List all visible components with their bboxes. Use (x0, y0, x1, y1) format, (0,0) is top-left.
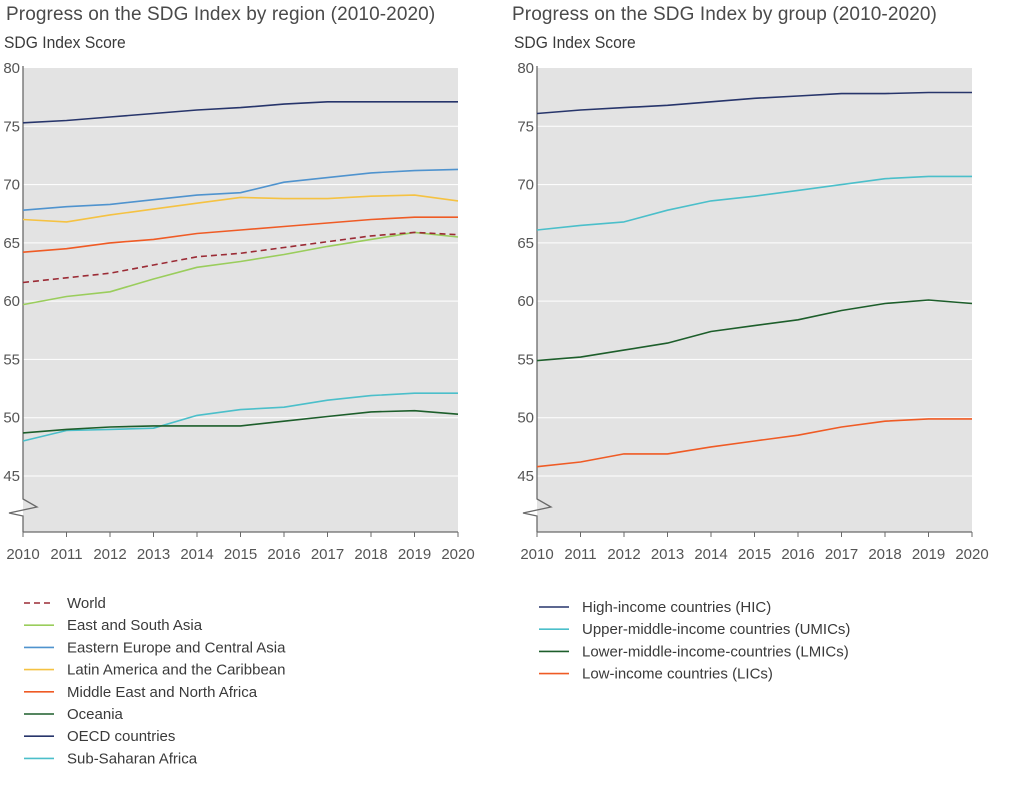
right-y-tick-label-60: 60 (517, 293, 534, 310)
left-series-line-latin-america-and-the-caribbean (22, 194, 459, 223)
right-series-line-low-income-countries-lics (536, 418, 972, 468)
left-series-line-east-and-south-asia (22, 231, 459, 306)
left-series-line-middle-east-and-north-africa (22, 216, 458, 253)
left-x-tick-label-2019: 2019 (398, 546, 431, 563)
left-legend-label-world: World (67, 595, 106, 612)
left-legend-label-middle-east-and-north-africa: Middle East and North Africa (67, 684, 258, 701)
right-plot-background (537, 68, 972, 532)
left-legend-label-eastern-europe-and-central-asia: Eastern Europe and Central Asia (67, 639, 286, 656)
left-chart-title: Progress on the SDG Index by region (201… (6, 4, 436, 25)
left-legend-label-oecd-countries: OECD countries (67, 728, 175, 745)
left-x-tick-label-2016: 2016 (267, 546, 300, 563)
right-series-line-upper-middle-income-countries-umics (536, 175, 972, 231)
left-x-tick-label-2018: 2018 (354, 546, 387, 563)
right-x-tick-label-2014: 2014 (694, 546, 727, 563)
right-x-tick-label-2020: 2020 (955, 546, 988, 563)
left-chart-y-axis-label: SDG Index Score (4, 33, 126, 52)
right-y-tick-label-50: 50 (517, 410, 534, 427)
left-series-line-eastern-europe-and-central-asia (22, 168, 459, 211)
right-x-tick-label-2016: 2016 (781, 546, 814, 563)
right-y-tick-label-55: 55 (517, 351, 534, 368)
right-x-tick-label-2013: 2013 (651, 546, 684, 563)
right-x-tick-label-2017: 2017 (825, 546, 858, 563)
right-x-tick-label-2012: 2012 (607, 546, 640, 563)
left-plot-background (23, 68, 458, 532)
right-series-line-lower-middle-income-countries-lmics (536, 299, 973, 362)
right-legend-label-lower-middle-income-countries-lmics: Lower-middle-income-countries (LMICs) (582, 643, 849, 660)
left-legend-label-oceania: Oceania (67, 706, 124, 723)
right-y-tick-label-75: 75 (517, 118, 534, 135)
right-y-tick-label-80: 80 (517, 60, 534, 77)
left-legend-label-latin-america-and-the-caribbean: Latin America and the Caribbean (67, 662, 285, 679)
left-x-tick-label-2012: 2012 (93, 546, 126, 563)
left-series-line-oceania (22, 409, 459, 434)
right-x-tick-label-2018: 2018 (868, 546, 901, 563)
right-chart-title: Progress on the SDG Index by group (2010… (512, 4, 937, 25)
right-y-tick-label-65: 65 (517, 235, 534, 252)
right-x-tick-label-2010: 2010 (520, 546, 553, 563)
left-y-axis-break (8, 66, 39, 532)
left-x-tick-label-2017: 2017 (311, 546, 344, 563)
right-x-tick-label-2015: 2015 (738, 546, 771, 563)
right-y-tick-label-45: 45 (517, 468, 534, 485)
right-legend-label-upper-middle-income-countries-umics: Upper-middle-income countries (UMICs) (582, 621, 850, 638)
right-y-axis-break (522, 66, 553, 532)
left-y-tick-label-60: 60 (3, 293, 20, 310)
left-series-line-sub-saharan-africa (22, 392, 458, 442)
left-x-tick-label-2011: 2011 (50, 546, 82, 563)
left-series-line-oecd-countries (22, 101, 458, 124)
right-y-tick-label-70: 70 (517, 177, 534, 194)
left-x-tick-label-2014: 2014 (180, 546, 213, 563)
left-legend-label-sub-saharan-africa: Sub-Saharan Africa (67, 750, 198, 767)
right-legend-label-low-income-countries-lics: Low-income countries (LICs) (582, 666, 773, 683)
right-x-tick-label-2011: 2011 (564, 546, 596, 563)
left-y-tick-label-45: 45 (3, 468, 20, 485)
left-y-tick-label-70: 70 (3, 177, 20, 194)
left-y-tick-label-80: 80 (3, 60, 20, 77)
left-x-tick-label-2020: 2020 (441, 546, 474, 563)
right-series-line-high-income-countries-hic (536, 91, 972, 115)
left-x-tick-label-2013: 2013 (137, 546, 170, 563)
left-series-line-world (22, 231, 459, 284)
right-chart-y-axis-label: SDG Index Score (514, 33, 636, 52)
left-y-tick-label-50: 50 (3, 410, 20, 427)
left-legend-label-east-and-south-asia: East and South Asia (67, 617, 203, 634)
left-y-tick-label-55: 55 (3, 351, 20, 368)
right-x-tick-label-2019: 2019 (912, 546, 945, 563)
right-legend-label-high-income-countries-hic: High-income countries (HIC) (582, 599, 771, 616)
left-x-tick-label-2010: 2010 (6, 546, 39, 563)
left-y-tick-label-65: 65 (3, 235, 20, 252)
left-y-tick-label-75: 75 (3, 118, 20, 135)
left-x-tick-label-2015: 2015 (224, 546, 257, 563)
